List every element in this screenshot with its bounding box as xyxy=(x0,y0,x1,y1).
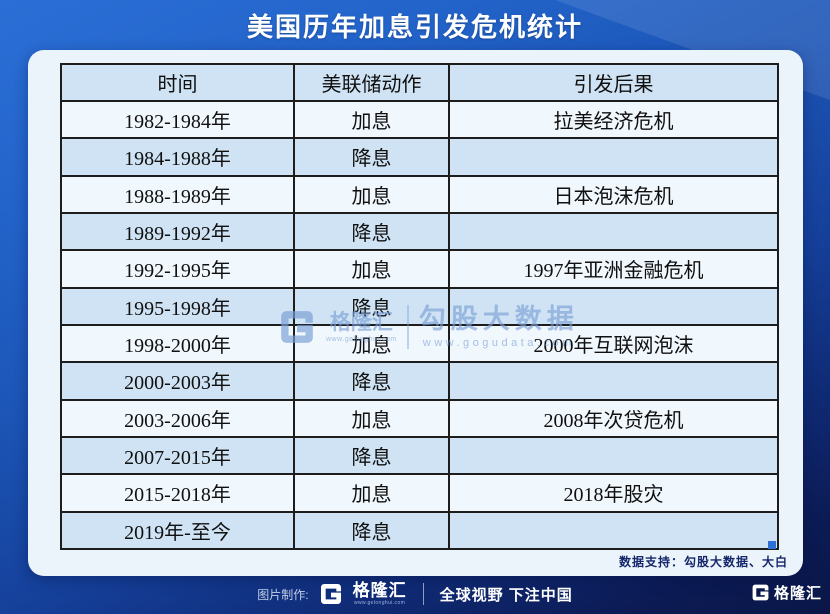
table-cell: 2008年次贷危机 xyxy=(448,398,779,438)
table-cell xyxy=(448,510,779,551)
table-cell: 2015-2018年 xyxy=(60,473,295,513)
table-cell: 降息 xyxy=(293,361,450,401)
page-title: 美国历年加息引发危机统计 xyxy=(246,11,583,42)
footer-brand-url: www.gelonghui.com xyxy=(353,600,406,606)
table-cell: 2018年股灾 xyxy=(448,473,779,513)
footer-divider xyxy=(422,583,424,605)
table-cell: 降息 xyxy=(293,510,450,551)
table-cell: 降息 xyxy=(293,211,450,252)
table-cell: 降息 xyxy=(293,435,450,476)
table-cell: 加息 xyxy=(293,398,450,438)
corner-brand-text: 格隆汇 xyxy=(773,585,822,602)
table-cell: 1982-1984年 xyxy=(60,99,295,140)
credit-label: 图片制作: xyxy=(257,587,309,602)
footer: 图片制作: 格隆汇 www.gelonghui.com 全球视野 下注中国 xyxy=(0,574,830,614)
table-cell: 降息 xyxy=(293,137,450,177)
table-cell: 1997年亚洲金融危机 xyxy=(448,249,779,289)
table-cell: 1989-1992年 xyxy=(60,211,295,252)
column-header: 美联储动作 xyxy=(293,63,450,102)
table-header-row: 时间 美联储动作 引发后果 xyxy=(60,63,779,102)
table-cell: 1992-1995年 xyxy=(60,249,295,289)
table-cell: 1988-1989年 xyxy=(60,174,295,214)
table-row: 1989-1992年 降息 xyxy=(60,211,779,252)
table-cell: 2000年互联网泡沫 xyxy=(448,323,779,364)
table-row: 1998-2000年 加息 2000年互联网泡沫 xyxy=(60,323,779,364)
table-cell xyxy=(448,137,779,177)
data-support-note: 数据支持：勾股大数据、大白 xyxy=(618,555,788,569)
table-row: 2015-2018年 加息 2018年股灾 xyxy=(60,473,779,513)
table-row: 2019年-至今 降息 xyxy=(60,510,779,551)
crisis-table: 时间 美联储动作 引发后果 1982-1984年 加息 拉美经济危机 1984-1988年… xyxy=(60,63,779,551)
table-cell xyxy=(448,286,779,326)
table-cell: 2007-2015年 xyxy=(60,435,295,476)
table-cell: 加息 xyxy=(293,473,450,513)
table-cell: 加息 xyxy=(293,323,450,364)
table-cell: 日本泡沫危机 xyxy=(448,174,779,214)
table-row: 2000-2003年 降息 xyxy=(60,361,779,401)
table-cell: 1984-1988年 xyxy=(60,137,295,177)
footer-brand: 格隆汇 xyxy=(352,581,407,600)
table-row: 1982-1984年 加息 拉美经济危机 xyxy=(60,99,779,140)
table-cell xyxy=(448,211,779,252)
table-card: 时间 美联储动作 引发后果 1982-1984年 加息 拉美经济危机 1984-1988年… xyxy=(28,50,803,576)
corner-brand-logo: 格隆汇 xyxy=(751,582,822,603)
table-cell: 2019年-至今 xyxy=(60,510,295,551)
footer-slogan: 全球视野 下注中国 xyxy=(439,586,573,604)
table-cell: 降息 xyxy=(293,286,450,326)
table-row: 1984-1988年 降息 xyxy=(60,137,779,177)
table-row: 2007-2015年 降息 xyxy=(60,435,779,476)
table-cell: 加息 xyxy=(293,249,450,289)
table-row: 1995-1998年 降息 xyxy=(60,286,779,326)
table-cell: 加息 xyxy=(293,99,450,140)
table-cell xyxy=(448,435,779,476)
gelonghui-logo-icon xyxy=(319,582,343,606)
table-row: 1988-1989年 加息 日本泡沫危机 xyxy=(60,174,779,214)
table-cell: 2003-2006年 xyxy=(60,398,295,438)
table-corner-mark xyxy=(768,541,776,549)
table-cell: 2000-2003年 xyxy=(60,361,295,401)
table-row: 2003-2006年 加息 2008年次贷危机 xyxy=(60,398,779,438)
column-header: 时间 xyxy=(60,63,295,102)
table-cell: 拉美经济危机 xyxy=(448,99,779,140)
table-cell xyxy=(448,361,779,401)
gelonghui-logo-icon xyxy=(751,583,770,602)
table-cell: 加息 xyxy=(293,174,450,214)
table-cell: 1998-2000年 xyxy=(60,323,295,364)
table-row: 1992-1995年 加息 1997年亚洲金融危机 xyxy=(60,249,779,289)
table-cell: 1995-1998年 xyxy=(60,286,295,326)
table-body: 1982-1984年 加息 拉美经济危机 1984-1988年 降息 1988-1989年… xyxy=(60,99,779,551)
column-header: 引发后果 xyxy=(448,63,779,102)
